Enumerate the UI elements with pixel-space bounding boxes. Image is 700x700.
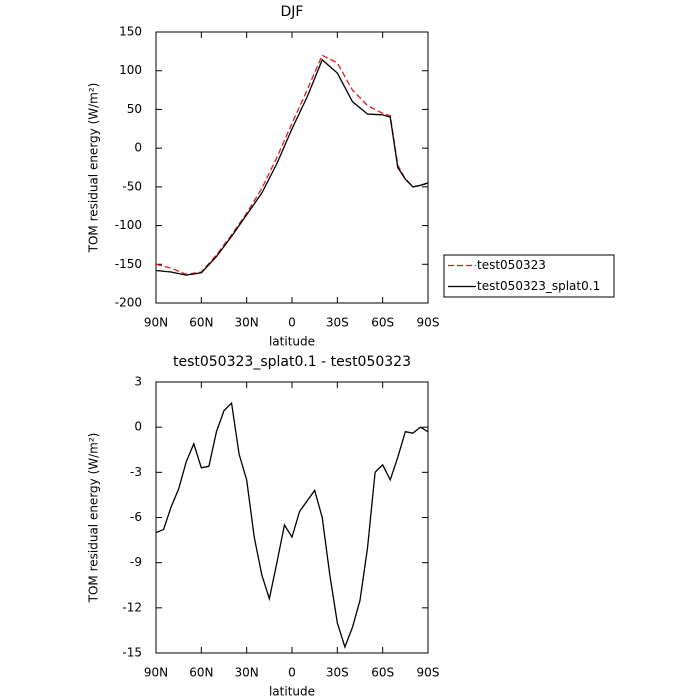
y-tick-label: -3: [130, 465, 142, 479]
x-axis-label: latitude: [269, 685, 315, 699]
y-tick-label: 50: [127, 102, 142, 116]
legend-label: test050323: [477, 258, 546, 272]
legend-label: test050323_splat0.1: [477, 279, 600, 293]
y-tick-label: 0: [134, 420, 142, 434]
y-tick-label: -150: [115, 257, 142, 271]
series-line: [155, 58, 429, 276]
y-tick-label: 0: [134, 141, 142, 155]
x-tick-label: 90N: [144, 666, 168, 680]
x-tick-label: 30S: [326, 316, 349, 330]
x-axis-label: latitude: [269, 335, 315, 349]
y-tick-label: -15: [122, 646, 142, 660]
x-tick-label: 0: [288, 316, 296, 330]
y-axis-label: TOM residual energy (W/m²): [87, 83, 101, 254]
y-tick-label: -50: [122, 179, 142, 193]
y-axis-label: TOM residual energy (W/m²): [87, 433, 101, 604]
x-tick-label: 60S: [371, 316, 394, 330]
x-tick-label: 60N: [189, 316, 213, 330]
legend-box: [443, 254, 615, 298]
y-tick-label: -200: [115, 296, 142, 310]
y-tick-label: -9: [130, 555, 142, 569]
x-tick-label: 90S: [417, 316, 440, 330]
x-tick-label: 90N: [144, 316, 168, 330]
x-tick-label: 30N: [235, 666, 259, 680]
x-tick-label: 30S: [326, 666, 349, 680]
plot-frame: [155, 31, 429, 304]
plot-frame: [155, 381, 429, 654]
chart-title: test050323_splat0.1 - test050323: [173, 354, 411, 370]
x-tick-label: 0: [288, 666, 296, 680]
series-line: [155, 401, 429, 649]
y-tick-label: 100: [119, 63, 142, 77]
y-tick-label: 150: [119, 25, 142, 39]
x-tick-label: 60S: [371, 666, 394, 680]
chart-title: DJF: [281, 4, 304, 20]
x-tick-label: 60N: [189, 666, 213, 680]
y-tick-label: -12: [122, 600, 142, 614]
y-tick-label: -100: [115, 218, 142, 232]
y-tick-label: 3: [134, 375, 142, 389]
y-tick-label: -6: [130, 510, 142, 524]
x-tick-label: 30N: [235, 316, 259, 330]
series-line: [155, 54, 429, 276]
x-tick-label: 90S: [417, 666, 440, 680]
